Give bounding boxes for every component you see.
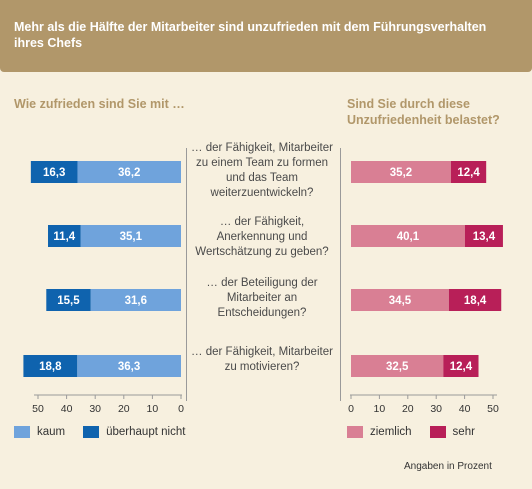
question-3: … der Beteiligung der Mitarbeiter an Ent…	[206, 277, 318, 319]
bar-sehr	[448, 289, 502, 311]
bar-ueberhaupt-nicht	[30, 161, 78, 183]
legend-item-sehr: sehr	[429, 426, 475, 438]
tick-label-right: 50	[487, 403, 499, 415]
chart-title: Mehr als die Hälfte der Mitarbeiter sind…	[14, 20, 487, 50]
legend-swatch-kaum	[14, 426, 30, 438]
bar-ueberhaupt-nicht	[23, 355, 78, 377]
data-label-sehr: 12,4	[457, 167, 480, 179]
legend-item-ziemlich: ziemlich	[347, 426, 412, 438]
legend-label-ueberhaupt-nicht: überhaupt nicht	[106, 426, 186, 438]
tick-label-left: 40	[61, 403, 73, 415]
data-label-ziemlich: 32,5	[386, 361, 409, 373]
data-label-sehr: 18,4	[464, 295, 487, 307]
bar-ziemlich	[351, 225, 465, 247]
data-label-ziemlich: 35,2	[390, 167, 412, 179]
tick-label-left: 20	[118, 403, 130, 415]
data-label-kaum: 31,6	[125, 295, 147, 307]
units-footnote: Angaben in Prozent	[404, 461, 492, 472]
legend-item-kaum: kaum	[14, 426, 65, 438]
bar-ziemlich	[351, 289, 449, 311]
bar-sehr	[450, 161, 487, 183]
right-chart-header: Sind Sie durch diese Unzufriedenheit bel…	[347, 97, 500, 127]
bar-kaum	[77, 161, 181, 183]
bar-kaum	[90, 289, 181, 311]
data-label-ziemlich: 40,1	[397, 231, 420, 243]
tick-label-left: 10	[147, 403, 159, 415]
data-label-ziemlich: 34,5	[389, 295, 412, 307]
data-label-ueberhaupt-nicht: 18,8	[39, 361, 62, 373]
data-label-ueberhaupt-nicht: 16,3	[43, 167, 65, 179]
tick-label-left: 30	[89, 403, 101, 415]
legend-swatch-ziemlich	[347, 426, 363, 438]
data-label-kaum: 36,3	[118, 361, 140, 373]
legend-swatch-ueberhaupt-nicht	[83, 426, 100, 438]
legend-label-sehr: sehr	[452, 426, 475, 438]
left-divider	[186, 148, 187, 401]
tick-label-right: 40	[459, 403, 471, 415]
bar-ueberhaupt-nicht	[46, 289, 91, 311]
data-label-ueberhaupt-nicht: 11,4	[53, 231, 75, 243]
bar-kaum	[80, 225, 181, 247]
tick-label-left: 0	[178, 403, 184, 415]
legend-left: kaum überhaupt nicht	[14, 426, 203, 438]
data-label-kaum: 35,1	[120, 231, 143, 243]
left-chart-header: Wie zufrieden sind Sie mit …	[14, 97, 185, 111]
question-1: … der Fähigkeit, Mitarbeiter zu einem Te…	[191, 142, 333, 199]
bar-ueberhaupt-nicht	[48, 225, 81, 247]
data-label-ueberhaupt-nicht: 15,5	[57, 295, 80, 307]
tick-label-right: 20	[402, 403, 414, 415]
data-label-kaum: 36,2	[118, 167, 140, 179]
bar-sehr	[443, 355, 479, 377]
tick-label-right: 30	[430, 403, 442, 415]
legend-label-ziemlich: ziemlich	[370, 426, 412, 438]
legend-item-ueberhaupt-nicht: überhaupt nicht	[83, 426, 185, 438]
tick-label-right: 0	[348, 403, 354, 415]
tick-label-right: 10	[374, 403, 386, 415]
data-label-sehr: 12,4	[450, 361, 473, 373]
bar-kaum	[77, 355, 181, 377]
title-banner: Mehr als die Hälfte der Mitarbeiter sind…	[0, 0, 532, 72]
question-2: … der Fähigkeit, Anerkennung und Wertsch…	[195, 216, 329, 258]
bar-sehr	[464, 225, 503, 247]
legend-label-kaum: kaum	[37, 426, 66, 438]
tick-label-left: 50	[32, 403, 44, 415]
data-label-sehr: 13,4	[473, 231, 496, 243]
bar-ziemlich	[351, 355, 444, 377]
question-4: … der Fähigkeit, Mitarbeiter zu motivier…	[191, 346, 333, 373]
right-divider	[340, 148, 341, 401]
legend-swatch-sehr	[429, 426, 446, 438]
bar-ziemlich	[351, 161, 451, 183]
legend-right: ziemlich sehr	[347, 426, 493, 438]
